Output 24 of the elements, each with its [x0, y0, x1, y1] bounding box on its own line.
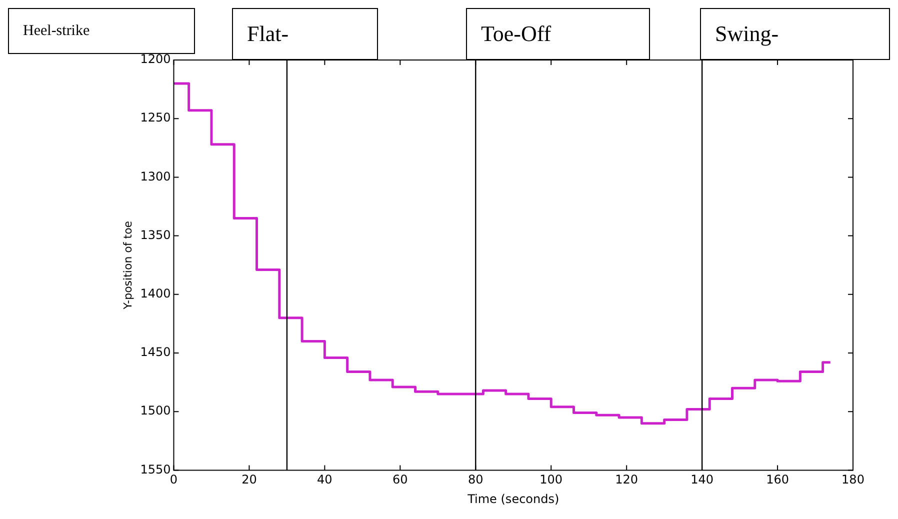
x-tick-label: 120 [615, 472, 638, 487]
text: Toe-Off [466, 8, 650, 60]
x-axis-title: Time (seconds) [466, 492, 560, 506]
y-axis-title: Y-position of toe [121, 220, 134, 310]
y-tick-label: 1500 [140, 404, 171, 418]
y-tick-label: 1200 [140, 52, 171, 66]
y-tick-label: 1400 [140, 286, 171, 301]
x-tick-label: 180 [842, 472, 864, 487]
y-tick-label: 1450 [140, 345, 171, 360]
text: Flat- [232, 8, 378, 60]
x-tick-label: 140 [690, 472, 714, 487]
x-tick-label: 80 [468, 472, 484, 487]
y-tick-label: 1550 [140, 462, 171, 476]
x-tick-label: 100 [540, 472, 563, 487]
text: Swing- [700, 8, 890, 60]
x-tick-label: 0 [170, 472, 178, 487]
x-tick-label: 160 [766, 472, 789, 487]
text: Heel-strike [8, 8, 195, 54]
x-tick-label: 40 [317, 472, 332, 487]
y-tick-label: 1350 [140, 228, 171, 242]
y-tick-label: 1300 [140, 169, 171, 184]
y-tick-label: 1250 [140, 110, 171, 125]
x-tick-label: 60 [392, 472, 408, 487]
x-tick-label: 20 [242, 472, 257, 487]
